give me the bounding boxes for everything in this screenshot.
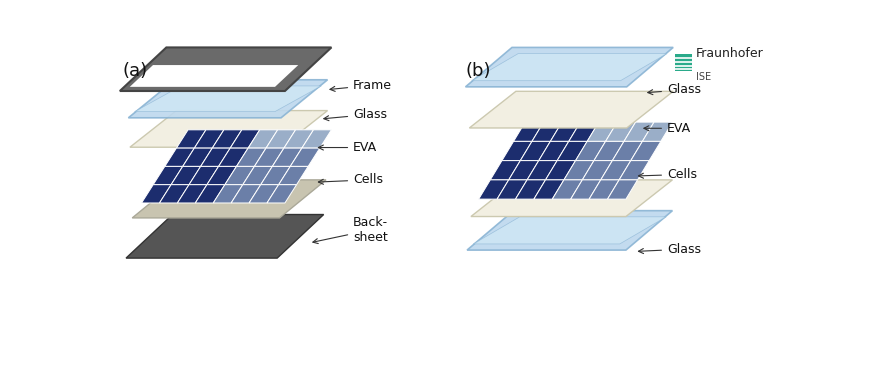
Polygon shape bbox=[643, 122, 672, 141]
Polygon shape bbox=[605, 122, 636, 141]
Polygon shape bbox=[490, 161, 521, 180]
Polygon shape bbox=[534, 180, 564, 199]
Polygon shape bbox=[502, 141, 532, 161]
Polygon shape bbox=[267, 185, 296, 203]
Polygon shape bbox=[214, 185, 242, 203]
Polygon shape bbox=[550, 122, 581, 141]
Polygon shape bbox=[508, 161, 539, 180]
Polygon shape bbox=[290, 148, 320, 167]
Polygon shape bbox=[176, 130, 206, 148]
Polygon shape bbox=[279, 167, 308, 185]
Text: Back-
sheet: Back- sheet bbox=[313, 216, 388, 244]
Polygon shape bbox=[570, 180, 601, 199]
Polygon shape bbox=[207, 167, 236, 185]
Polygon shape bbox=[119, 47, 331, 91]
Polygon shape bbox=[201, 148, 230, 167]
Polygon shape bbox=[473, 217, 666, 244]
Polygon shape bbox=[515, 180, 546, 199]
Polygon shape bbox=[194, 130, 224, 148]
Polygon shape bbox=[472, 54, 667, 81]
Polygon shape bbox=[249, 130, 277, 148]
Polygon shape bbox=[255, 148, 284, 167]
Text: Cells: Cells bbox=[318, 173, 383, 186]
Text: (b): (b) bbox=[466, 62, 491, 80]
Polygon shape bbox=[134, 86, 322, 112]
Text: Fraunhofer: Fraunhofer bbox=[696, 47, 763, 60]
Polygon shape bbox=[497, 180, 527, 199]
Polygon shape bbox=[165, 148, 194, 167]
Polygon shape bbox=[189, 167, 219, 185]
Polygon shape bbox=[576, 141, 605, 161]
Polygon shape bbox=[594, 141, 624, 161]
Polygon shape bbox=[230, 130, 260, 148]
Polygon shape bbox=[527, 161, 557, 180]
Text: (a): (a) bbox=[123, 62, 148, 80]
Text: ISE: ISE bbox=[696, 60, 711, 82]
Polygon shape bbox=[236, 148, 266, 167]
Polygon shape bbox=[195, 185, 225, 203]
Text: EVA: EVA bbox=[318, 141, 378, 154]
Polygon shape bbox=[469, 91, 673, 128]
Polygon shape bbox=[130, 111, 328, 147]
Polygon shape bbox=[587, 122, 617, 141]
Polygon shape bbox=[619, 161, 649, 180]
Text: EVA: EVA bbox=[644, 122, 691, 135]
Polygon shape bbox=[521, 141, 550, 161]
Polygon shape bbox=[624, 122, 654, 141]
Polygon shape bbox=[212, 130, 242, 148]
Polygon shape bbox=[532, 122, 562, 141]
Polygon shape bbox=[552, 180, 582, 199]
Polygon shape bbox=[539, 141, 569, 161]
Bar bbox=[675, 55, 691, 71]
Polygon shape bbox=[128, 80, 328, 118]
Polygon shape bbox=[467, 211, 672, 250]
Polygon shape bbox=[569, 122, 599, 141]
Polygon shape bbox=[141, 185, 171, 203]
Polygon shape bbox=[183, 148, 212, 167]
Polygon shape bbox=[589, 180, 619, 199]
Polygon shape bbox=[231, 185, 261, 203]
Polygon shape bbox=[582, 161, 612, 180]
Polygon shape bbox=[557, 141, 587, 161]
Polygon shape bbox=[546, 161, 576, 180]
Polygon shape bbox=[479, 180, 508, 199]
Polygon shape bbox=[466, 47, 673, 87]
Polygon shape bbox=[225, 167, 255, 185]
Polygon shape bbox=[177, 185, 207, 203]
Text: Glass: Glass bbox=[648, 83, 701, 96]
Text: Frame: Frame bbox=[330, 79, 392, 92]
Text: Glass: Glass bbox=[638, 243, 701, 256]
Polygon shape bbox=[471, 180, 672, 217]
Polygon shape bbox=[249, 185, 279, 203]
Polygon shape bbox=[514, 122, 543, 141]
Polygon shape bbox=[272, 148, 302, 167]
Polygon shape bbox=[612, 141, 643, 161]
Polygon shape bbox=[266, 130, 296, 148]
Polygon shape bbox=[564, 161, 594, 180]
Text: Cells: Cells bbox=[638, 168, 697, 181]
Polygon shape bbox=[130, 65, 298, 87]
Polygon shape bbox=[302, 130, 331, 148]
Polygon shape bbox=[608, 180, 637, 199]
Polygon shape bbox=[630, 141, 661, 161]
Polygon shape bbox=[219, 148, 249, 167]
Text: Glass: Glass bbox=[324, 108, 387, 121]
Polygon shape bbox=[261, 167, 290, 185]
Polygon shape bbox=[601, 161, 630, 180]
Polygon shape bbox=[160, 185, 189, 203]
Polygon shape bbox=[153, 167, 183, 185]
Polygon shape bbox=[242, 167, 272, 185]
Polygon shape bbox=[126, 215, 324, 258]
Polygon shape bbox=[171, 167, 201, 185]
Polygon shape bbox=[133, 180, 326, 218]
Polygon shape bbox=[284, 130, 314, 148]
